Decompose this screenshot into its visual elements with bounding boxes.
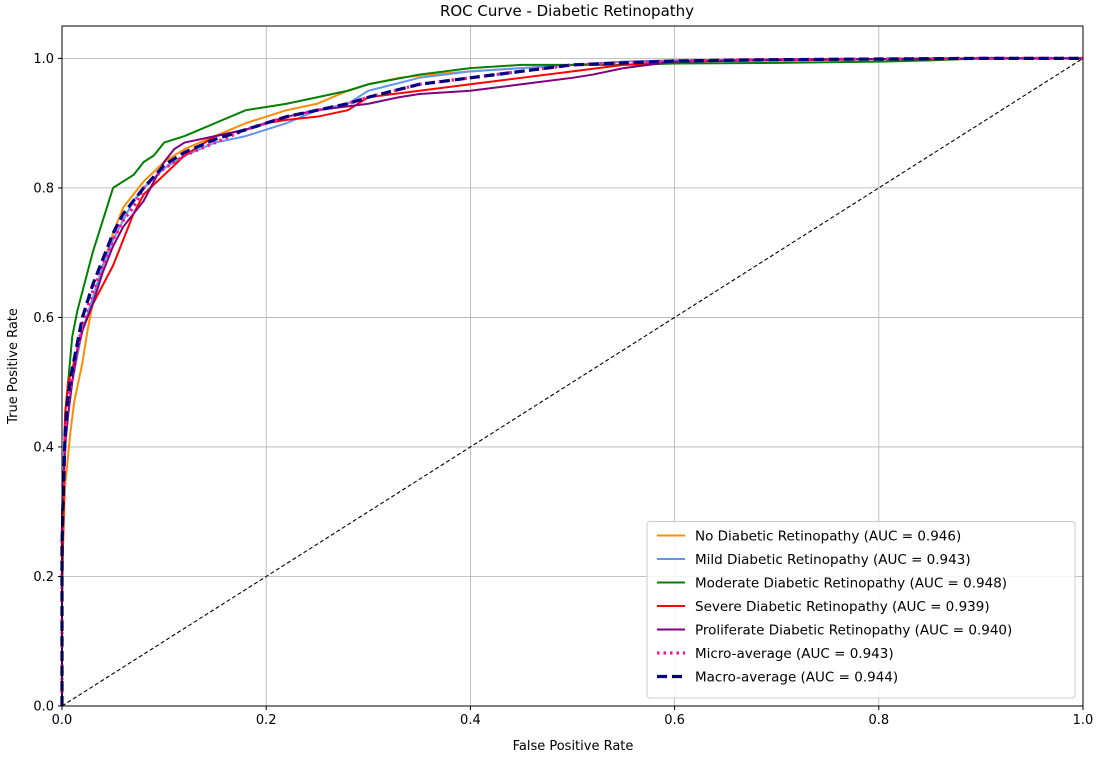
y-axis-label: True Positive Rate <box>6 308 21 425</box>
legend-entry-label: No Diabetic Retinopathy (AUC = 0.946) <box>695 529 961 545</box>
legend: No Diabetic Retinopathy (AUC = 0.946) Mil… <box>646 521 1076 699</box>
x-tick-label: 0.2 <box>256 713 277 728</box>
plot-frame <box>61 25 1084 707</box>
y-axis-ticks: 0.0 0.2 0.4 0.6 0.8 1.0 <box>33 52 62 715</box>
reference-diagonal-line <box>61 57 1084 707</box>
y-tick-label: 0.6 <box>33 311 54 326</box>
reference-layer <box>61 57 1084 707</box>
legend-entry-label: Moderate Diabetic Retinopathy (AUC = 0.9… <box>695 576 1007 592</box>
legend-entry-label: Severe Diabetic Retinopathy (AUC = 0.939… <box>695 599 990 615</box>
y-tick-label: 0.2 <box>33 570 54 585</box>
legend-entry-label: Proliferate Diabetic Retinopathy (AUC = … <box>695 623 1012 639</box>
y-tick-label: 0.8 <box>33 181 54 196</box>
series-layer <box>60 56 1083 706</box>
x-tick-label: 0.0 <box>52 713 73 728</box>
x-tick-label: 0.6 <box>664 713 685 728</box>
x-tick-label: 1.0 <box>1073 713 1094 728</box>
x-axis-label: False Positive Rate <box>513 739 634 754</box>
chart-title: ROC Curve - Diabetic Retinopathy <box>440 2 694 20</box>
legend-entry-label: Macro-average (AUC = 0.944) <box>695 670 898 686</box>
series-line-6 <box>60 56 1083 706</box>
x-tick-label: 0.4 <box>460 713 481 728</box>
x-axis-ticks: 0.0 0.2 0.4 0.6 0.8 1.0 <box>52 706 1094 728</box>
legend-entry-label: Mild Diabetic Retinopathy (AUC = 0.943) <box>695 552 971 568</box>
y-tick-label: 0.4 <box>33 440 54 455</box>
y-tick-label: 1.0 <box>33 52 54 67</box>
y-tick-label: 0.0 <box>33 700 54 715</box>
legend-entry-label: Micro-average (AUC = 0.943) <box>695 646 894 662</box>
legend-box <box>646 521 1076 699</box>
series-line-5 <box>60 56 1083 706</box>
x-tick-label: 0.8 <box>868 713 889 728</box>
